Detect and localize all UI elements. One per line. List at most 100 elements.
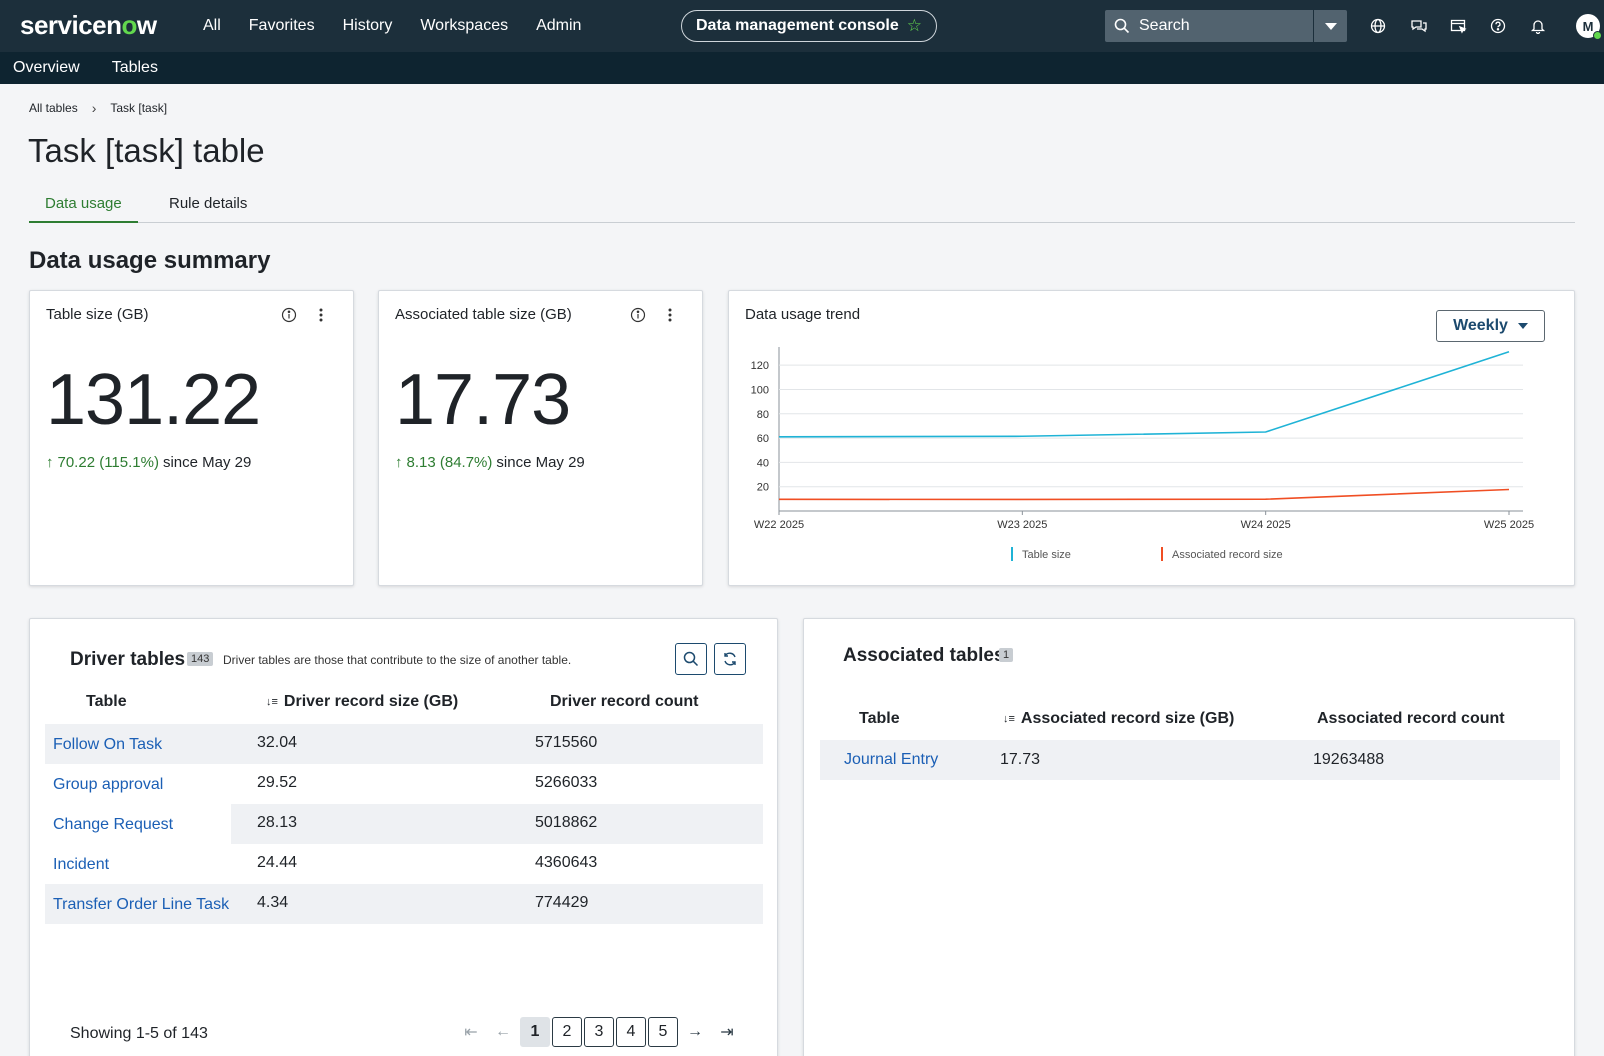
sort-descending-icon: ↓≡ bbox=[266, 696, 278, 708]
column-header-table[interactable]: Table bbox=[859, 710, 900, 727]
table-row: Follow On Task 32.04 5715560 bbox=[45, 724, 763, 764]
tab-bar: Data usage Rule details bbox=[29, 193, 1575, 223]
logo-text-end: w bbox=[136, 10, 157, 40]
nav-admin[interactable]: Admin bbox=[536, 17, 582, 34]
delta-since: since May 29 bbox=[162, 454, 252, 471]
page-5-button[interactable]: 5 bbox=[648, 1017, 678, 1047]
column-header-associated-size[interactable]: ↓≡ Associated record size (GB) bbox=[1003, 710, 1234, 728]
more-options-icon[interactable] bbox=[313, 307, 329, 323]
y-tick-label: 80 bbox=[757, 409, 769, 421]
page-4-button[interactable]: 4 bbox=[616, 1017, 646, 1047]
x-tick-label: W25 2025 bbox=[1484, 519, 1534, 531]
user-avatar[interactable]: M bbox=[1576, 14, 1602, 40]
nav-favorites[interactable]: Favorites bbox=[248, 17, 315, 34]
series-line-1 bbox=[778, 351, 1510, 438]
logo-text-start: servicen bbox=[20, 10, 122, 40]
driver-count-cell: 774429 bbox=[535, 894, 589, 911]
associated-count-cell: 19263488 bbox=[1313, 751, 1385, 768]
row-cell-bg bbox=[45, 724, 231, 764]
column-header-associated-count[interactable]: Associated record count bbox=[1317, 710, 1505, 727]
favorite-star-icon[interactable]: ☆ bbox=[906, 16, 922, 35]
breadcrumb-all-tables[interactable]: All tables bbox=[29, 101, 78, 115]
table-link[interactable]: Change Request bbox=[53, 816, 174, 833]
arrow-up-icon: ↑ bbox=[395, 454, 403, 471]
next-page-icon[interactable]: → bbox=[687, 1023, 703, 1040]
info-icon[interactable] bbox=[630, 307, 646, 323]
x-tick-label: W22 2025 bbox=[754, 519, 804, 531]
avatar-initial: M bbox=[1582, 18, 1594, 34]
tab-rule-details[interactable]: Rule details bbox=[169, 195, 248, 212]
screen-icon[interactable] bbox=[1448, 16, 1468, 36]
search-icon bbox=[683, 651, 699, 667]
column-header-driver-size[interactable]: ↓≡ Driver record size (GB) bbox=[266, 693, 458, 711]
presence-dot bbox=[1593, 31, 1602, 40]
table-size-value: 131.22 bbox=[46, 360, 261, 440]
delta-value: 70.22 (115.1%) bbox=[57, 454, 159, 471]
search-input[interactable] bbox=[1139, 17, 1299, 35]
console-title-pill[interactable]: Data management console ☆ bbox=[681, 10, 937, 42]
more-options-icon[interactable] bbox=[662, 307, 678, 323]
arrow-up-icon: ↑ bbox=[46, 454, 54, 471]
chevron-right-icon: › bbox=[91, 100, 97, 116]
last-page-icon[interactable]: ⇥ bbox=[720, 1024, 734, 1041]
column-header-table[interactable]: Table bbox=[86, 693, 127, 710]
page-2-button[interactable]: 2 bbox=[552, 1017, 582, 1047]
tab-data-usage[interactable]: Data usage bbox=[29, 193, 138, 223]
nav-workspaces[interactable]: Workspaces bbox=[420, 17, 509, 34]
table-link[interactable]: Incident bbox=[53, 856, 110, 873]
associated-size-value: 17.73 bbox=[395, 360, 571, 440]
chevron-down-icon bbox=[1517, 323, 1528, 329]
console-title: Data management console bbox=[696, 17, 899, 34]
globe-icon[interactable] bbox=[1368, 16, 1388, 36]
subnav-tables[interactable]: Tables bbox=[111, 59, 158, 76]
usage-trend-chart: 20 40 60 80 100 120 W22 2025 W23 2025 W24 2025 W… bbox=[751, 347, 1534, 561]
table-row: Journal Entry 17.73 19263488 bbox=[820, 740, 1560, 780]
servicenow-logo[interactable]: servicenow bbox=[20, 10, 157, 41]
previous-page-icon[interactable]: ← bbox=[495, 1023, 511, 1040]
first-page-icon[interactable]: ⇤ bbox=[464, 1024, 478, 1041]
y-tick-label: 100 bbox=[751, 384, 769, 396]
page-1-button[interactable]: 1 bbox=[520, 1017, 550, 1047]
refresh-button[interactable] bbox=[714, 643, 746, 675]
main-menu: All Favorites History Workspaces Admin bbox=[203, 0, 581, 52]
nav-all[interactable]: All bbox=[203, 17, 221, 34]
table-link[interactable]: Journal Entry bbox=[844, 751, 939, 768]
associated-size-cell: 17.73 bbox=[1000, 751, 1041, 768]
driver-tables-description: Driver tables are those that contribute … bbox=[223, 653, 572, 667]
legend-label: Associated record size bbox=[1172, 549, 1283, 561]
table-link[interactable]: Group approval bbox=[53, 776, 164, 793]
subnav-overview[interactable]: Overview bbox=[13, 59, 80, 76]
driver-size-cell: 32.04 bbox=[257, 734, 298, 751]
header-icons bbox=[1368, 0, 1548, 52]
series-line-2 bbox=[778, 488, 1510, 501]
page-title: Task [task] table bbox=[28, 132, 265, 169]
delta-since: since May 29 bbox=[496, 454, 585, 471]
table-link[interactable]: Follow On Task bbox=[53, 736, 163, 753]
chat-icon[interactable] bbox=[1408, 16, 1428, 36]
associated-tables-title: Associated tables bbox=[843, 645, 1005, 666]
sort-descending-icon: ↓≡ bbox=[1003, 713, 1015, 725]
column-header-driver-count[interactable]: Driver record count bbox=[550, 693, 699, 710]
x-tick-label: W24 2025 bbox=[1241, 519, 1291, 531]
driver-size-cell: 24.44 bbox=[257, 854, 298, 871]
search-scope-dropdown[interactable] bbox=[1313, 10, 1347, 42]
card-title: Table size (GB) bbox=[46, 306, 149, 323]
nav-history[interactable]: History bbox=[342, 17, 393, 34]
page-3-button[interactable]: 3 bbox=[584, 1017, 614, 1047]
pagination: ⇤ ← 1 2 3 4 5 → ⇥ bbox=[456, 1017, 742, 1047]
breadcrumb-current: Task [task] bbox=[110, 101, 168, 115]
usage-trend-card: Data usage trend Weekly 20 40 60 80 100 120 W… bbox=[728, 290, 1575, 586]
y-tick-label: 120 bbox=[751, 360, 769, 372]
pagination-summary: Showing 1-5 of 143 bbox=[70, 1025, 208, 1042]
driver-size-cell: 4.34 bbox=[257, 894, 289, 911]
search-button[interactable] bbox=[675, 643, 707, 675]
legend-label: Table size bbox=[1022, 549, 1071, 561]
top-navigation-bar: servicenow All Favorites History Workspa… bbox=[0, 0, 1604, 52]
period-dropdown[interactable]: Weekly bbox=[1436, 310, 1545, 342]
logo-text-o: o bbox=[121, 10, 138, 40]
help-icon[interactable] bbox=[1488, 16, 1508, 36]
bell-icon[interactable] bbox=[1528, 16, 1548, 36]
table-link[interactable]: Transfer Order Line Task bbox=[53, 896, 230, 913]
info-icon[interactable] bbox=[281, 307, 297, 323]
row-cell-bg bbox=[45, 804, 231, 844]
